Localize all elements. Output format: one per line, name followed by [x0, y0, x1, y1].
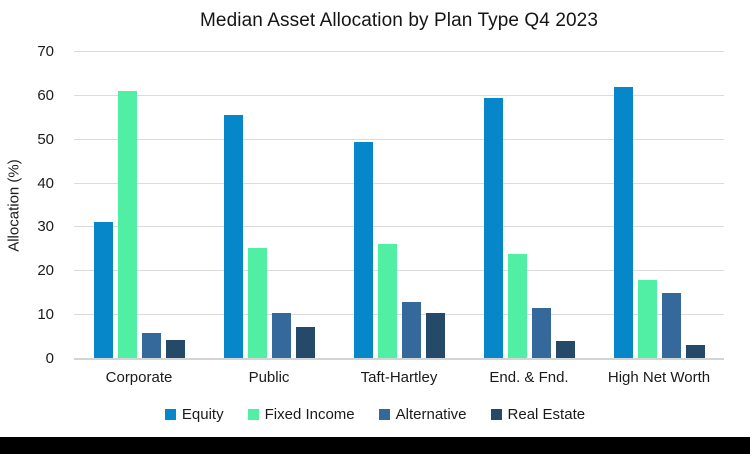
bar-group-high-net-worth	[594, 52, 724, 359]
gridline-10	[74, 314, 724, 316]
gridline-30	[74, 226, 724, 228]
bar-group-taft-hartley	[334, 52, 464, 359]
legend-swatch-icon	[378, 409, 390, 420]
y-tick-label: 40	[37, 174, 54, 192]
y-tick-label: 60	[37, 86, 54, 104]
bar-equity	[353, 142, 373, 359]
gridline-70	[74, 51, 724, 52]
y-tick-label: 10	[37, 306, 54, 324]
bar-alternative	[141, 333, 161, 359]
legend-swatch-icon	[247, 409, 259, 420]
bar-equity	[613, 86, 633, 359]
legend-label: Real Estate	[507, 406, 586, 423]
legend: Equity Fixed Income Alternative Real Estate	[0, 406, 750, 423]
chart-title: Median Asset Allocation by Plan Type Q4 …	[199, 10, 599, 31]
y-tick-label: 30	[37, 218, 54, 236]
bar-equity	[483, 97, 503, 359]
bar-alternative	[271, 312, 291, 359]
bar-group-end-fnd-	[464, 52, 594, 359]
gridline-40	[74, 182, 724, 184]
y-tick-label: 50	[37, 130, 54, 148]
legend-item-equity: Equity	[164, 406, 224, 423]
x-category-label: Public	[248, 369, 290, 386]
bar-fixed-income	[117, 90, 137, 359]
legend-label: Equity	[181, 406, 224, 423]
legend-label: Alternative	[395, 406, 467, 423]
bar-groups	[74, 52, 724, 359]
bar-alternative	[401, 302, 421, 359]
legend-item-fixed-income: Fixed Income	[247, 406, 355, 423]
legend-item-real-estate: Real Estate	[490, 406, 586, 423]
bar-real-estate	[425, 312, 445, 359]
bar-real-estate	[295, 327, 315, 359]
bottom-black-bar	[0, 437, 750, 454]
y-tick-label: 20	[37, 262, 54, 280]
bar-group-public	[204, 52, 334, 359]
y-tick-label: 0	[45, 350, 54, 367]
x-category-label: Taft-Hartley	[360, 369, 438, 386]
legend-swatch-icon	[490, 409, 502, 420]
bar-group-corporate	[74, 52, 204, 359]
y-axis: 0 10 20 30 40 50 60 70	[0, 43, 60, 367]
gridline-60	[74, 94, 724, 96]
gridline-20	[74, 270, 724, 272]
x-axis-line	[74, 358, 724, 360]
bar-fixed-income	[377, 243, 397, 359]
y-tick-label: 70	[37, 43, 54, 60]
bar-alternative	[531, 308, 551, 359]
x-category-label: Corporate	[105, 369, 173, 386]
x-axis: Corporate Public Taft-Hartley End. & Fnd. Hi…	[74, 369, 724, 386]
bar-equity	[223, 114, 243, 359]
bar-fixed-income	[507, 253, 527, 359]
x-category-label: End. & Fnd.	[489, 369, 569, 386]
bar-equity	[93, 222, 113, 359]
plot-area	[74, 51, 724, 360]
bar-fixed-income	[637, 280, 657, 359]
legend-swatch-icon	[164, 409, 176, 420]
bar-fixed-income	[247, 248, 267, 359]
bar-alternative	[661, 293, 681, 359]
bar-real-estate	[165, 339, 185, 359]
bar-real-estate	[555, 341, 575, 359]
gridline-50	[74, 138, 724, 140]
legend-item-alternative: Alternative	[378, 406, 467, 423]
x-category-label: High Net Worth	[607, 369, 711, 386]
bar-real-estate	[685, 344, 705, 359]
legend-label: Fixed Income	[264, 406, 355, 423]
